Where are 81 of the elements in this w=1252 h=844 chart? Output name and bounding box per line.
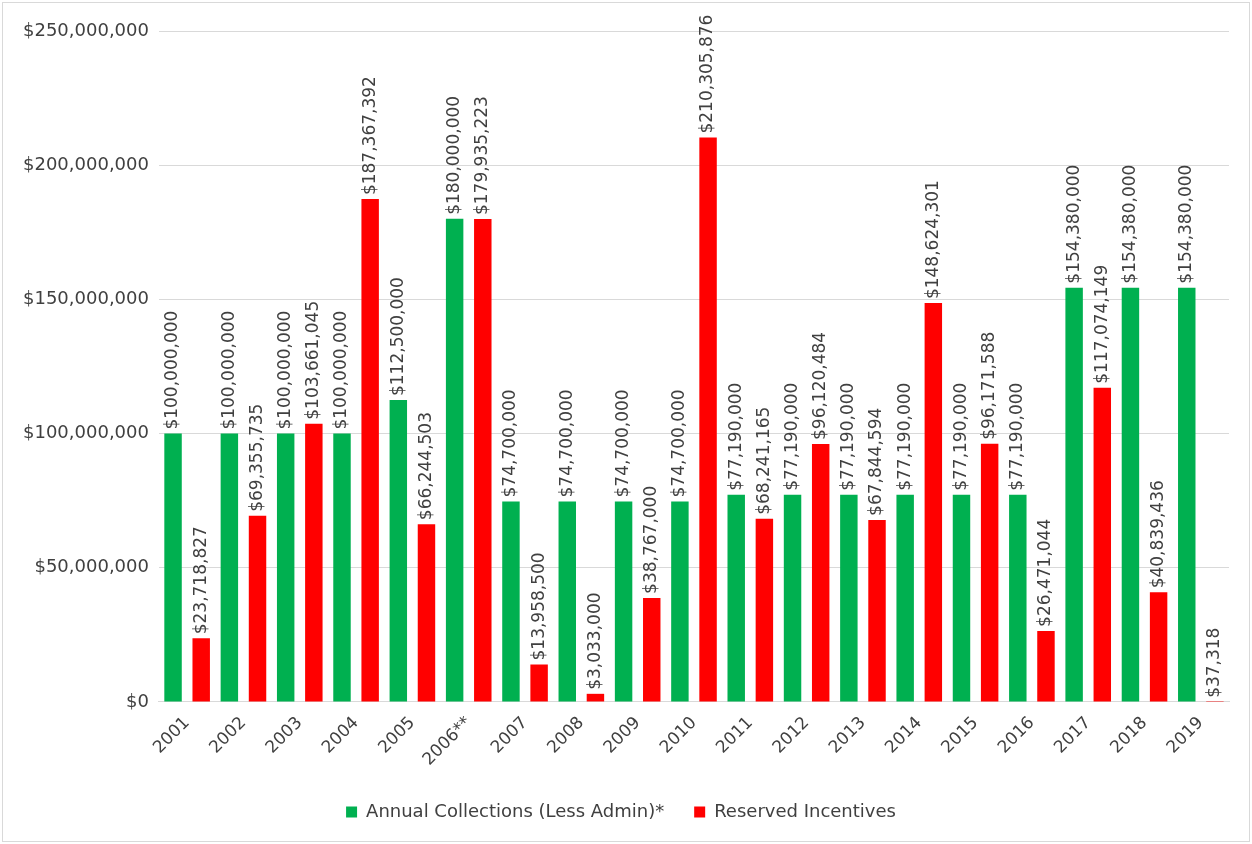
data-label: $77,190,000	[1006, 382, 1027, 491]
data-label: $180,000,000	[443, 95, 464, 215]
bar	[980, 443, 999, 702]
bar	[868, 519, 886, 702]
data-label: $96,120,484	[809, 331, 830, 440]
bar	[333, 433, 351, 702]
bar	[671, 501, 689, 702]
bar	[1009, 494, 1027, 702]
data-label: $38,767,000	[640, 485, 661, 594]
bar	[952, 494, 971, 702]
data-label: $37,318	[1203, 627, 1224, 698]
bar	[755, 518, 774, 702]
data-label: $13,958,500	[527, 552, 548, 661]
legend-label: Annual Collections (Less Admin)*	[366, 799, 665, 821]
bar	[643, 597, 661, 702]
bar	[220, 433, 239, 702]
y-tick-label: $250,000,000	[23, 18, 149, 40]
y-tick-label: $100,000,000	[23, 421, 149, 443]
data-label: $77,190,000	[949, 382, 970, 491]
bar	[1093, 387, 1112, 702]
data-label: $100,000,000	[217, 310, 238, 430]
data-label: $77,190,000	[837, 382, 858, 491]
data-label: $68,241,165	[752, 406, 773, 515]
data-label: $148,624,301	[921, 180, 942, 300]
bar	[1065, 287, 1083, 702]
bar	[530, 664, 548, 702]
data-label: $74,700,000	[612, 389, 633, 498]
bar	[502, 501, 520, 702]
data-label: $74,700,000	[668, 389, 689, 498]
data-label: $112,500,000	[386, 277, 407, 397]
data-label: $69,355,735	[245, 403, 266, 512]
data-label: $23,718,827	[189, 526, 210, 635]
bar	[699, 137, 717, 702]
data-label: $96,171,588	[978, 331, 999, 440]
bar	[840, 494, 858, 702]
bar	[361, 199, 379, 702]
data-label: $117,074,149	[1090, 264, 1111, 384]
data-label: $154,380,000	[1118, 164, 1139, 284]
data-label: $179,935,223	[471, 96, 492, 216]
bar	[276, 433, 295, 702]
data-label: $66,244,503	[414, 412, 435, 521]
data-label: $100,000,000	[330, 310, 351, 430]
bar	[811, 443, 830, 702]
legend-label: Reserved Incentives	[714, 799, 896, 821]
bar	[248, 515, 267, 702]
data-label: $77,190,000	[724, 382, 745, 491]
data-label: $187,367,392	[358, 76, 379, 196]
bar	[727, 494, 745, 702]
bar	[474, 219, 492, 702]
data-label: $67,844,594	[865, 407, 886, 516]
data-label: $154,380,000	[1062, 164, 1083, 284]
y-tick-label: $0	[126, 689, 149, 711]
data-label: $154,380,000	[1175, 164, 1196, 284]
bar	[305, 423, 323, 702]
data-label: $77,190,000	[780, 382, 801, 491]
bar	[896, 494, 914, 702]
y-tick-label: $200,000,000	[23, 152, 149, 174]
data-label: $74,700,000	[555, 389, 576, 498]
bar	[614, 501, 633, 702]
y-tick-label: $50,000,000	[34, 555, 149, 577]
bar	[924, 303, 943, 702]
bar	[1149, 592, 1168, 702]
data-label: $40,839,436	[1147, 480, 1168, 589]
data-label: $3,033,000	[583, 592, 604, 690]
bar	[1121, 287, 1140, 702]
bar	[558, 501, 576, 702]
bar	[1037, 630, 1055, 702]
data-label: $100,000,000	[274, 310, 295, 430]
bar	[192, 638, 210, 702]
data-label: $26,471,044	[1034, 518, 1055, 627]
data-label: $103,661,045	[302, 300, 323, 420]
bar	[1178, 287, 1196, 702]
data-label: $210,305,876	[696, 14, 717, 134]
y-tick-label: $150,000,000	[23, 287, 149, 309]
bar	[164, 433, 182, 702]
bar	[783, 494, 802, 702]
data-label: $74,700,000	[499, 389, 520, 498]
bar	[417, 524, 436, 702]
data-label: $77,190,000	[893, 382, 914, 491]
bar	[389, 400, 408, 702]
bar	[445, 218, 464, 702]
